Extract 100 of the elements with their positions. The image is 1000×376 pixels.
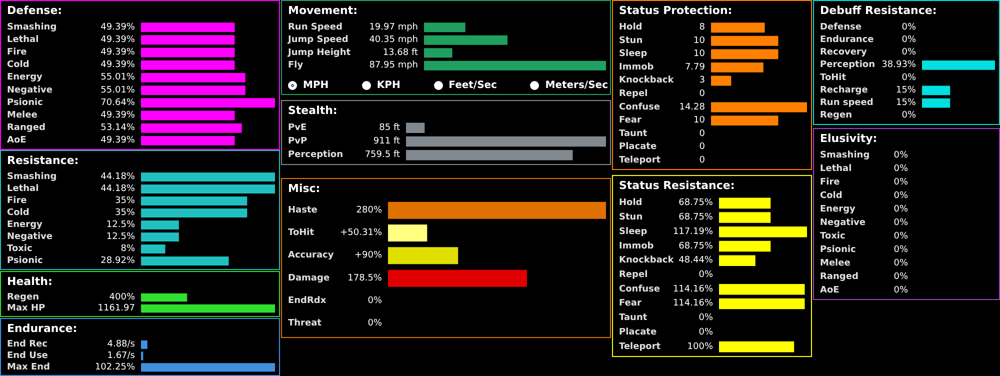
data-label: 0%: [894, 272, 908, 282]
data-label: 0: [699, 142, 706, 152]
data-label: 0%: [894, 204, 908, 215]
bar: [141, 172, 275, 182]
y-tick-label: Cold: [7, 208, 30, 218]
bar: [141, 98, 275, 108]
bar: [141, 72, 246, 82]
bar: [141, 220, 179, 230]
text: Stealth:: [288, 104, 338, 117]
bar: [141, 60, 235, 70]
data-label: 49.39%: [100, 22, 136, 32]
data-label: 19.97 mph: [369, 22, 418, 32]
y-tick-label: Stun: [619, 36, 643, 46]
data-label: 114.16%: [672, 284, 714, 294]
text: Health:: [7, 275, 52, 288]
data-label: 0%: [902, 72, 916, 83]
y-tick-label: Immob: [619, 241, 654, 252]
y-tick-label: PvP: [288, 136, 308, 146]
data-label: 100%: [687, 342, 714, 352]
data-label: 0: [699, 128, 706, 139]
data-label: 13.68 ft: [382, 48, 418, 58]
data-label: 400%: [109, 292, 136, 302]
y-tick-label: Teleport: [619, 155, 662, 166]
y-tick-label: Perception: [820, 60, 875, 70]
bar: [141, 48, 235, 58]
y-tick-label: Teleport: [619, 342, 662, 352]
y-tick-label: Smashing: [7, 22, 57, 32]
bar: [719, 341, 794, 352]
y-tick-label: Hold: [619, 198, 642, 208]
y-tick-label: Knockback: [619, 256, 675, 266]
bar: [388, 270, 527, 287]
data-label: 68.75%: [678, 241, 714, 252]
bar: [711, 62, 764, 72]
data-label: 35%: [114, 208, 136, 218]
y-tick-label: Regen: [820, 110, 852, 121]
bar: [141, 256, 229, 266]
bar: [424, 60, 606, 70]
data-label: 48.44%: [678, 256, 714, 266]
data-label: 44.18%: [100, 184, 136, 194]
text: Movement:: [288, 4, 358, 17]
data-label: 0%: [902, 22, 916, 32]
y-tick-label: Perception: [288, 150, 343, 160]
data-label: 0%: [894, 258, 908, 268]
y-tick-label: Fly: [288, 60, 304, 71]
data-label: 38.93%: [882, 60, 916, 70]
bar: [711, 116, 778, 126]
bar: [719, 212, 771, 223]
text: KPH: [376, 80, 400, 91]
y-tick-label: Max HP: [7, 304, 46, 314]
data-label: 8%: [120, 244, 136, 254]
y-tick-label: Accuracy: [288, 250, 334, 261]
data-label: 759.5 ft: [364, 150, 400, 160]
y-tick-label: Melee: [7, 110, 38, 120]
y-tick-label: Recovery: [820, 48, 867, 58]
bar: [711, 36, 778, 46]
y-tick-label: Damage: [288, 273, 330, 284]
data-label: 0%: [698, 270, 714, 280]
y-tick-label: Ranged: [7, 123, 46, 134]
data-label: 1.67/s: [107, 351, 136, 361]
data-label: 0%: [902, 110, 916, 121]
data-label: 178.5%: [348, 273, 382, 284]
bar: [711, 76, 732, 86]
data-label: 68.75%: [678, 212, 714, 223]
data-label: 114.16%: [672, 298, 714, 309]
bar: [141, 184, 275, 194]
y-tick-label: Psionic: [7, 256, 43, 266]
data-label: 0%: [894, 231, 908, 242]
text: Feet/Sec: [448, 80, 497, 91]
data-label: 0: [699, 89, 706, 99]
y-tick-label: ToHit: [820, 72, 847, 83]
y-tick-label: Negative: [7, 85, 53, 96]
text: Resistance:: [7, 154, 79, 167]
data-label: 70.64%: [100, 98, 136, 108]
y-tick-label: Run speed: [820, 98, 874, 108]
y-tick-label: Placate: [619, 327, 657, 338]
text: Defense:: [7, 4, 62, 17]
y-tick-label: Jump Height: [287, 48, 352, 58]
bar: [719, 255, 756, 266]
y-tick-label: Fire: [7, 196, 27, 206]
y-tick-label: Stun: [619, 212, 643, 223]
y-tick-label: Defense: [820, 22, 862, 32]
data-label: 40.35 mph: [369, 35, 418, 46]
y-tick-label: AoE: [7, 136, 26, 146]
y-tick-label: Placate: [619, 142, 657, 152]
data-label: 0%: [902, 34, 916, 45]
y-tick-label: Run Speed: [288, 22, 342, 32]
data-label: 49.39%: [100, 136, 136, 146]
bar: [388, 224, 428, 242]
data-label: 0%: [698, 313, 714, 324]
data-label: 28.92%: [100, 256, 136, 266]
data-label: 10: [694, 49, 706, 60]
y-tick-label: ToHit: [288, 228, 315, 238]
bar: [711, 49, 778, 60]
y-tick-label: Confuse: [619, 102, 660, 112]
data-label: 911 ft: [373, 136, 400, 146]
y-tick-label: Energy: [7, 220, 43, 230]
y-tick-label: Immob: [619, 62, 654, 72]
data-label: 117.19%: [672, 226, 714, 237]
bar: [424, 48, 452, 58]
data-label: 0%: [894, 244, 908, 255]
